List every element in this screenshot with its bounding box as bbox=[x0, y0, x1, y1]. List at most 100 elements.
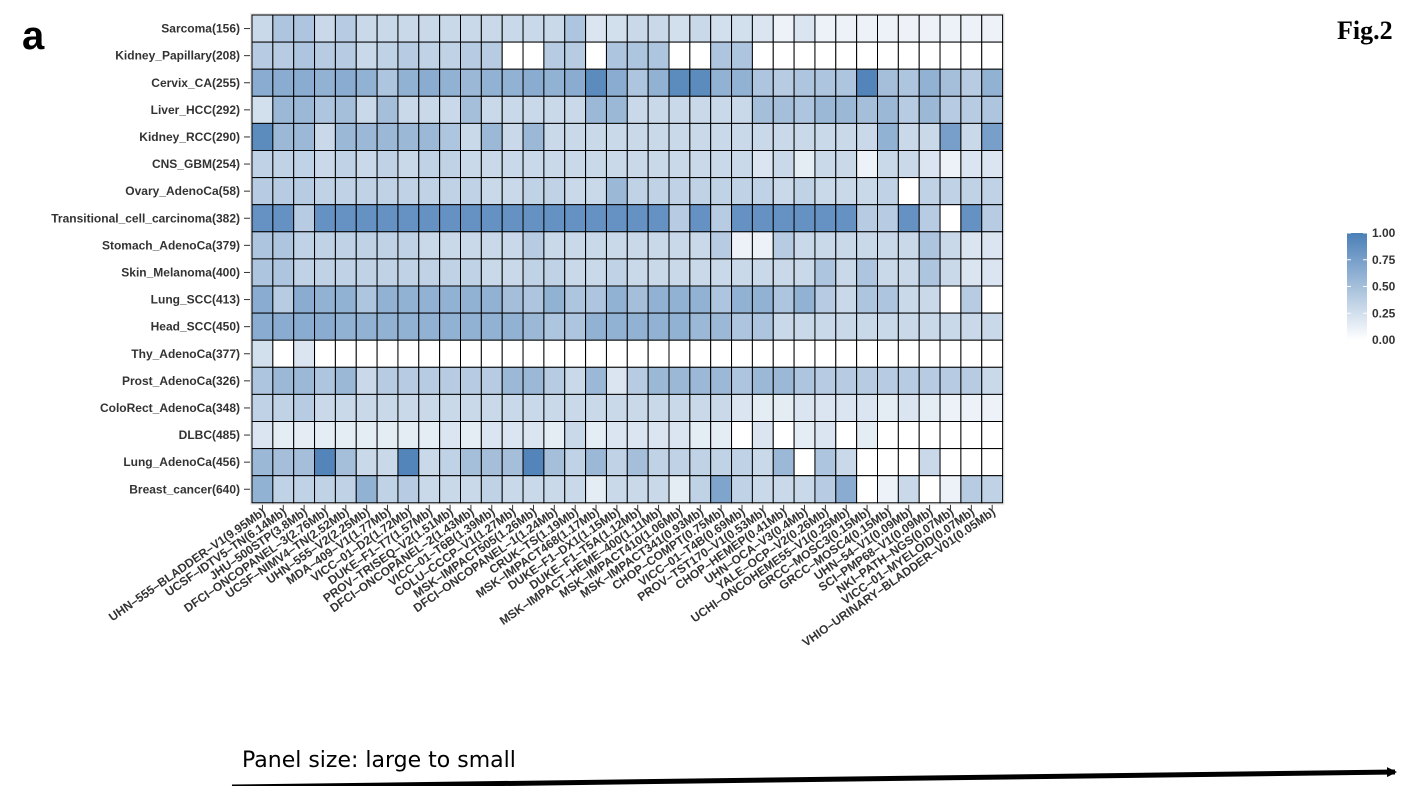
heatmap-cell bbox=[960, 339, 983, 368]
heatmap-cell bbox=[272, 150, 295, 179]
heatmap-cell bbox=[272, 475, 295, 504]
heatmap-cell bbox=[877, 448, 899, 477]
heatmap-cell bbox=[564, 95, 587, 124]
heatmap-cell bbox=[793, 285, 816, 314]
heatmap-cell bbox=[793, 393, 816, 422]
heatmap-cell bbox=[731, 150, 753, 179]
heatmap-cell bbox=[835, 150, 858, 179]
heatmap-cell bbox=[751, 14, 774, 43]
heatmap-cell bbox=[564, 68, 587, 97]
heatmap-cell bbox=[647, 204, 670, 233]
heatmap-cell bbox=[293, 475, 316, 504]
heatmap-cell bbox=[439, 312, 461, 341]
heatmap-cell bbox=[522, 312, 545, 341]
heatmap-cell bbox=[293, 231, 316, 260]
heatmap-cell bbox=[543, 421, 566, 450]
heatmap-cell bbox=[585, 177, 607, 206]
heatmap-cell bbox=[439, 231, 461, 260]
heatmap-cell bbox=[731, 95, 753, 124]
heatmap-cell bbox=[355, 231, 378, 260]
heatmap-cell bbox=[918, 177, 941, 206]
heatmap-cell bbox=[814, 448, 837, 477]
heatmap-cell bbox=[251, 393, 274, 422]
heatmap-cell bbox=[751, 421, 774, 450]
heatmap-cell bbox=[460, 204, 482, 233]
heatmap-cell bbox=[334, 95, 357, 124]
heatmap-cell bbox=[626, 204, 649, 233]
heatmap-cell bbox=[293, 68, 316, 97]
heatmap-cell bbox=[355, 421, 378, 450]
heatmap-cell bbox=[418, 150, 441, 179]
heatmap-cell bbox=[501, 393, 524, 422]
heatmap-cell bbox=[981, 421, 1004, 450]
heatmap-cell bbox=[877, 258, 899, 287]
heatmap-cell bbox=[731, 339, 753, 368]
heatmap-cell bbox=[251, 14, 274, 43]
heatmap-cell bbox=[293, 366, 316, 395]
heatmap-cell bbox=[668, 150, 691, 179]
heatmap-cell bbox=[856, 14, 879, 43]
heatmap-cell bbox=[981, 150, 1004, 179]
heatmap-cell bbox=[585, 312, 607, 341]
heatmap-cell bbox=[522, 285, 545, 314]
heatmap-cell bbox=[835, 339, 858, 368]
heatmap-cell bbox=[439, 68, 461, 97]
row-label: Thy_AdenoCa(377) bbox=[131, 347, 240, 361]
heatmap-cell bbox=[960, 177, 983, 206]
heatmap-cell bbox=[334, 122, 357, 152]
heatmap-cell bbox=[751, 150, 774, 179]
heatmap-cell bbox=[939, 393, 962, 422]
heatmap-cell bbox=[355, 68, 378, 97]
heatmap-cell bbox=[710, 41, 733, 70]
row-label: Skin_Melanoma(400) bbox=[121, 265, 240, 279]
heatmap-cell bbox=[376, 122, 399, 152]
heatmap-cell bbox=[418, 258, 441, 287]
row-label: Sarcoma(156) bbox=[161, 22, 240, 36]
heatmap-cell bbox=[605, 177, 628, 206]
heatmap-cell bbox=[835, 393, 858, 422]
heatmap-cell bbox=[334, 339, 357, 368]
heatmap-cell bbox=[355, 448, 378, 477]
heatmap-cell bbox=[751, 448, 774, 477]
heatmap-cell bbox=[605, 258, 628, 287]
heatmap-cell bbox=[835, 312, 858, 341]
row-label: Lung_AdenoCa(456) bbox=[123, 455, 240, 469]
heatmap-cell bbox=[293, 204, 316, 233]
heatmap-cell bbox=[647, 68, 670, 97]
heatmap-cell bbox=[772, 285, 795, 314]
heatmap-cell bbox=[480, 41, 503, 70]
legend-tick-label: 0.50 bbox=[1372, 280, 1396, 294]
heatmap-cell bbox=[793, 122, 816, 152]
heatmap-cell bbox=[668, 475, 691, 504]
heatmap-cell bbox=[585, 258, 607, 287]
heatmap-cell bbox=[480, 475, 503, 504]
heatmap-cell bbox=[751, 204, 774, 233]
heatmap-cell bbox=[460, 312, 482, 341]
heatmap-cell bbox=[522, 41, 545, 70]
heatmap-cell bbox=[251, 41, 274, 70]
heatmap-cell bbox=[772, 475, 795, 504]
heatmap-cell bbox=[522, 14, 545, 43]
heatmap-cell bbox=[960, 393, 983, 422]
heatmap-cell bbox=[835, 421, 858, 450]
heatmap-cell bbox=[418, 177, 441, 206]
heatmap-cell bbox=[668, 41, 691, 70]
heatmap-cell bbox=[543, 41, 566, 70]
heatmap-cell bbox=[564, 366, 587, 395]
heatmap-cell bbox=[251, 366, 274, 395]
heatmap-cell bbox=[835, 231, 858, 260]
heatmap-cell bbox=[585, 285, 607, 314]
heatmap-cell bbox=[918, 41, 941, 70]
heatmap-cell bbox=[605, 421, 628, 450]
heatmap-cell bbox=[480, 68, 503, 97]
heatmap-cell bbox=[543, 150, 566, 179]
heatmap-cell bbox=[397, 41, 420, 70]
heatmap-cell bbox=[376, 95, 399, 124]
heatmap-cell bbox=[897, 312, 920, 341]
heatmap-cell bbox=[585, 14, 607, 43]
heatmap-cell bbox=[418, 231, 441, 260]
heatmap-cell bbox=[251, 150, 274, 179]
row-labels: Sarcoma(156) Kidney_Papillary(208) Cervix_… bbox=[51, 22, 250, 496]
heatmap-cell bbox=[918, 14, 941, 43]
heatmap-cell bbox=[460, 177, 482, 206]
